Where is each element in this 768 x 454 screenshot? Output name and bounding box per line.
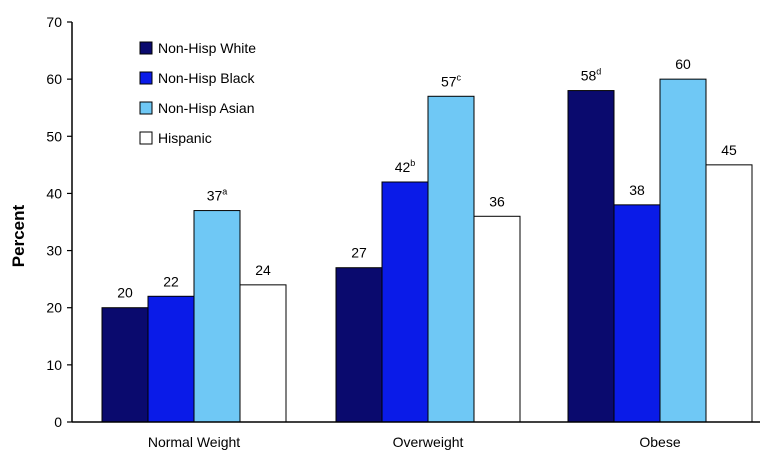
- bar-non-hisp-black-obese: [613, 204, 661, 423]
- bar-non-hisp-black-overweight: [381, 181, 429, 423]
- legend-swatch: [139, 71, 153, 85]
- data-label: 36: [489, 193, 505, 209]
- data-label: 58d: [581, 67, 602, 84]
- bar-non-hisp-white-normal-weight: [101, 307, 149, 423]
- bar-hispanic-normal-weight: [239, 284, 287, 423]
- data-label: 45: [721, 142, 737, 158]
- legend-swatch: [139, 101, 153, 115]
- x-tick-label: Obese: [639, 434, 680, 450]
- y-axis-ticks: 0 10 20 30 40 50 60 70: [46, 14, 72, 430]
- data-label: 22: [163, 273, 179, 289]
- legend-swatch: [139, 131, 153, 145]
- x-tick-label: Normal Weight: [148, 434, 240, 450]
- bar-hispanic-overweight: [473, 215, 521, 423]
- y-tick-label: 30: [46, 243, 62, 259]
- bar-non-hisp-black-normal-weight: [147, 295, 195, 423]
- x-axis-labels: Normal Weight Overweight Obese: [148, 434, 681, 450]
- data-label: 42b: [395, 158, 416, 175]
- legend-swatch: [139, 41, 153, 55]
- axes: [71, 22, 760, 423]
- data-label: 57c: [441, 72, 462, 89]
- data-label: 24: [255, 262, 271, 278]
- bar-non-hisp-asian-obese: [659, 78, 707, 423]
- data-label: 37a: [207, 187, 228, 204]
- x-tick-label: Overweight: [393, 434, 464, 450]
- y-tick-label: 70: [46, 14, 62, 30]
- legend: Non-Hisp White Non-Hisp Black Non-Hisp Asi…: [139, 40, 256, 146]
- bar-non-hisp-white-overweight: [335, 267, 383, 423]
- data-label: 20: [117, 285, 133, 301]
- y-tick-label: 10: [46, 357, 62, 373]
- bar-non-hisp-white-obese: [567, 90, 615, 423]
- y-tick-label: 50: [46, 128, 62, 144]
- bar-non-hisp-asian-overweight: [427, 95, 475, 423]
- data-labels: 20 22 37a 24 27 42b 57c 36 58d 38 60 45: [117, 56, 737, 301]
- y-tick-label: 20: [46, 300, 62, 316]
- y-tick-label: 60: [46, 71, 62, 87]
- y-axis-title: Percent: [9, 204, 28, 267]
- bars: [101, 78, 753, 423]
- legend-label: Non-Hisp Black: [158, 70, 255, 86]
- legend-label: Non-Hisp White: [158, 40, 256, 56]
- y-tick-label: 40: [46, 185, 62, 201]
- data-label: 60: [675, 56, 691, 72]
- y-tick-label: 0: [54, 414, 62, 430]
- bar-hispanic-obese: [705, 164, 753, 423]
- legend-label: Hispanic: [158, 130, 212, 146]
- data-label: 38: [629, 182, 645, 198]
- bar-non-hisp-asian-normal-weight: [193, 210, 241, 423]
- legend-label: Non-Hisp Asian: [158, 100, 255, 116]
- data-label: 27: [351, 245, 367, 261]
